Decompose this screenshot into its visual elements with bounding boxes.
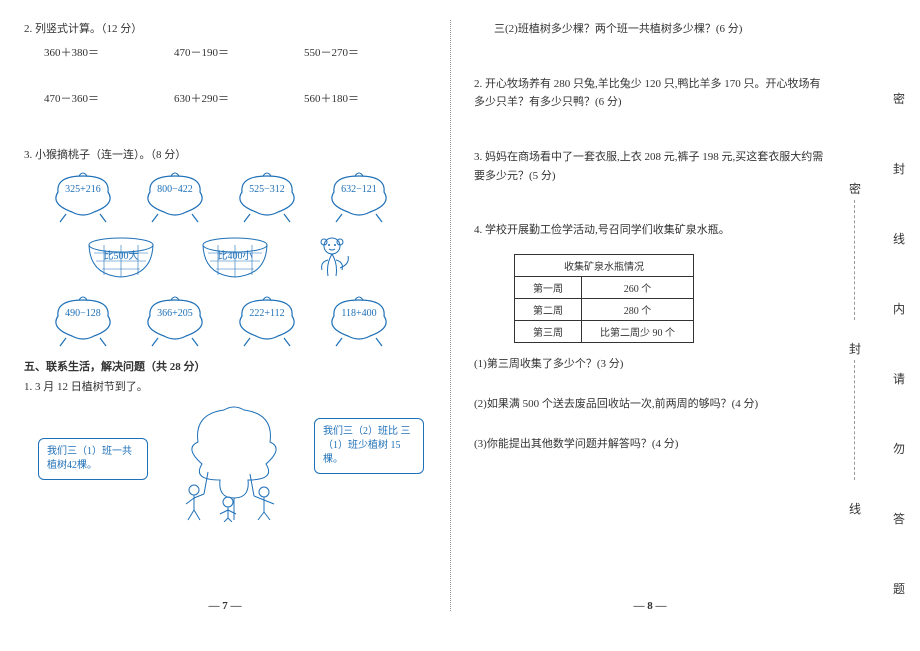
gutter-char: 请: [884, 370, 914, 387]
page-number-8: — 8 —: [450, 600, 850, 612]
q4-sub3: (3)你能提出其他数学问题并解答吗？(4 分): [474, 435, 826, 451]
gutter-char: 封: [840, 340, 870, 357]
peach-icon: 632−121: [322, 170, 396, 224]
gutter-inner: 密 封 线: [840, 0, 870, 651]
tree-scene: 我们三（1）班一共 植树42棵。 我们三（2）班比 三（1）班少植树 15棵。: [24, 402, 426, 522]
peach-text: 222+112: [230, 308, 304, 319]
basket-text: 比400小: [198, 247, 272, 262]
peach-text: 525−312: [230, 184, 304, 195]
gutter-char: 密: [884, 90, 914, 107]
peach-text: 118+400: [322, 308, 396, 319]
gutter-char: 答: [884, 510, 914, 527]
peach-text: 366+205: [138, 308, 212, 319]
gutter-char: 密: [840, 180, 870, 197]
peach-icon: 366+205: [138, 294, 212, 348]
basket-icon: 比500大: [84, 237, 158, 281]
peach-row-bot: 490−128 366+205 222+112 118+400: [46, 294, 426, 348]
page-number-7: — 7 —: [0, 600, 450, 612]
gutter-line: [854, 200, 855, 320]
table-title: 收集矿泉水瓶情况: [515, 255, 694, 277]
basket-row: 比500大 比400小: [84, 234, 426, 284]
peach-icon: 525−312: [230, 170, 304, 224]
right-q2: 2. 开心牧场养有 280 只兔,羊比兔少 120 只,鸭比羊多 170 只。开…: [474, 75, 826, 112]
peach-icon: 222+112: [230, 294, 304, 348]
q2-row2: 470－360＝ 630＋290＝ 560＋180＝: [44, 90, 426, 106]
gutter-char: 线: [840, 500, 870, 517]
right-q3: 3. 妈妈在商场看中了一套衣服,上衣 208 元,裤子 198 元,买这套衣服大…: [474, 148, 826, 185]
table-cell: 260 个: [582, 277, 694, 299]
monkey-icon: [312, 234, 352, 284]
eq: 360＋380＝: [44, 44, 134, 60]
peach-row-top: 325+216 800−422 525−312 632−121: [46, 170, 426, 224]
peach-text: 800−422: [138, 184, 212, 195]
table-cell: 第三周: [515, 321, 582, 343]
peach-icon: 490−128: [46, 294, 120, 348]
right-q4-head: 4. 学校开展勤工俭学活动,号召同学们收集矿泉水瓶。: [474, 221, 826, 240]
peach-text: 325+216: [46, 184, 120, 195]
table-cell: 第一周: [515, 277, 582, 299]
table-cell: 比第二周少 90 个: [582, 321, 694, 343]
peach-text: 632−121: [322, 184, 396, 195]
gutter-char: 线: [884, 230, 914, 247]
q4-sub2: (2)如果满 500 个送去废品回收站一次,前两周的够吗？(4 分): [474, 395, 826, 411]
table-cell: 第二周: [515, 299, 582, 321]
basket-text: 比500大: [84, 247, 158, 262]
q3-head: 3. 小猴摘桃子（连一连）。（8 分）: [24, 146, 426, 162]
q2-head: 2. 列竖式计算。（12 分）: [24, 20, 426, 36]
gutter-line: [854, 360, 855, 480]
q1-continued: 三(2)班植树多少棵？两个班一共植树多少棵？(6 分): [474, 20, 826, 39]
page-7: 2. 列竖式计算。（12 分） 360＋380＝ 470－190＝ 550－27…: [0, 0, 450, 620]
peach-icon: 118+400: [322, 294, 396, 348]
tree-kids-icon: [164, 402, 314, 522]
eq: 560＋180＝: [304, 90, 394, 106]
page-8: 三(2)班植树多少棵？两个班一共植树多少棵？(6 分) 2. 开心牧场养有 28…: [450, 0, 850, 620]
eq: 470－190＝: [174, 44, 264, 60]
bottle-table: 收集矿泉水瓶情况 第一周260 个 第二周280 个 第三周比第二周少 90 个: [514, 254, 694, 343]
table-cell: 280 个: [582, 299, 694, 321]
section-5-title: 五、联系生活，解决问题（共 28 分）: [24, 358, 426, 374]
q5-1-head: 1. 3 月 12 日植树节到了。: [24, 378, 426, 394]
eq: 550－270＝: [304, 44, 394, 60]
peach-icon: 325+216: [46, 170, 120, 224]
gutter-outer: 密 封 线 内 请 勿 答 题: [884, 0, 914, 651]
speech-bubble-left: 我们三（1）班一共 植树42棵。: [38, 438, 148, 480]
q2-row1: 360＋380＝ 470－190＝ 550－270＝: [44, 44, 426, 60]
speech-bubble-right: 我们三（2）班比 三（1）班少植树 15棵。: [314, 418, 424, 474]
peach-icon: 800−422: [138, 170, 212, 224]
eq: 470－360＝: [44, 90, 134, 106]
gutter-char: 勿: [884, 440, 914, 457]
eq: 630＋290＝: [174, 90, 264, 106]
gutter-char: 题: [884, 580, 914, 597]
basket-icon: 比400小: [198, 237, 272, 281]
q4-sub1: (1)第三周收集了多少个？(3 分): [474, 355, 826, 371]
peach-text: 490−128: [46, 308, 120, 319]
gutter-char: 内: [884, 300, 914, 317]
gutter-char: 封: [884, 160, 914, 177]
